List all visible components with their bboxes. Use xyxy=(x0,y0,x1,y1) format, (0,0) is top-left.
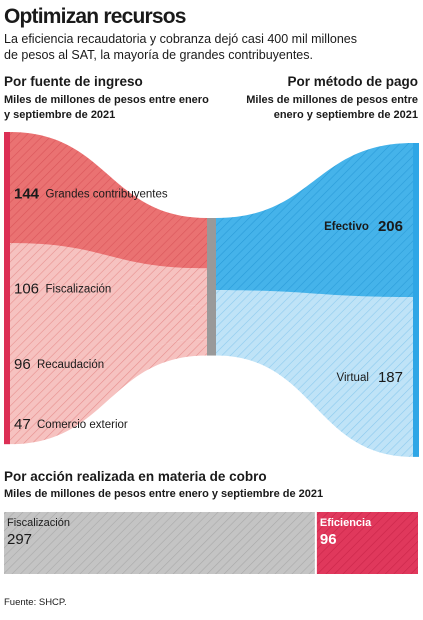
page-title: Optimizan recursos xyxy=(4,5,186,28)
right-column-subtitle-2: enero y septiembre de 2021 xyxy=(274,109,418,121)
bottom-section-subtitle: Miles de millones de pesos entre enero y… xyxy=(4,488,323,500)
left-column-subtitle-1: Miles de millones de pesos entre enero xyxy=(4,94,209,106)
sankey-flow-source-2 xyxy=(10,305,207,406)
sankey-source-node-3 xyxy=(4,404,10,445)
sankey-source-node-0 xyxy=(4,132,10,256)
sankey-source-value: 144 xyxy=(14,186,40,203)
sankey-flows xyxy=(10,132,413,457)
sankey-labels: 144 Grandes contribuyentes 106 Fiscalizació… xyxy=(14,186,403,434)
sankey-target-node-1 xyxy=(413,297,419,457)
sankey-target-node-0 xyxy=(413,143,419,320)
sankey-flow-source-1 xyxy=(10,243,207,334)
bar-segment-0 xyxy=(4,512,315,574)
stacked-bar: Fiscalización 297 Eficiencia 96 xyxy=(4,512,418,574)
sankey-source-label: Grandes contribuyentes xyxy=(46,189,168,201)
right-column-header: Por método de pago xyxy=(287,74,418,89)
sankey-source-value: 96 xyxy=(14,356,31,373)
sankey-source-node-2 xyxy=(4,323,10,406)
sankey-target-label: Virtual xyxy=(337,372,369,384)
sankey-source-label: Comercio exterior xyxy=(37,419,128,431)
sankey-target-value: 187 xyxy=(378,369,403,386)
sankey-target-value: 206 xyxy=(378,218,403,235)
sankey-source-label: Fiscalización xyxy=(46,283,112,295)
sankey-target-label: Efectivo xyxy=(324,221,369,233)
bar-segment-1 xyxy=(316,512,418,574)
bottom-section-header: Por acción realizada en materia de cobro xyxy=(4,469,267,484)
source-note: Fuente: SHCP. xyxy=(4,597,67,608)
sankey-flow-source-3 xyxy=(10,339,207,445)
sankey-flow-target-0 xyxy=(216,143,413,320)
subtitle-line-1: La eficiencia recaudatoria y cobranza de… xyxy=(4,32,357,46)
bar-category-label: Eficiencia xyxy=(320,517,372,529)
sankey-flow-target-1 xyxy=(216,290,413,457)
sankey-source-label: Recaudación xyxy=(37,359,104,371)
sankey-source-value: 106 xyxy=(14,280,39,297)
sankey-middle-node xyxy=(207,218,216,356)
sankey-flow-source-0 xyxy=(10,132,207,269)
sankey-source-value: 47 xyxy=(14,416,31,433)
bar-value-label: 297 xyxy=(7,531,32,548)
left-column-subtitle-2: y septiembre de 2021 xyxy=(4,109,115,121)
sankey-nodes xyxy=(4,132,419,457)
subtitle-line-2: de pesos al SAT, la mayoría de grandes c… xyxy=(4,48,313,62)
right-column-subtitle-1: Miles de millones de pesos entre xyxy=(246,94,418,106)
bar-category-label: Fiscalización xyxy=(7,517,70,529)
left-column-header: Por fuente de ingreso xyxy=(4,74,143,89)
bar-value-label: 96 xyxy=(320,531,337,548)
sankey-source-node-1 xyxy=(4,243,10,334)
